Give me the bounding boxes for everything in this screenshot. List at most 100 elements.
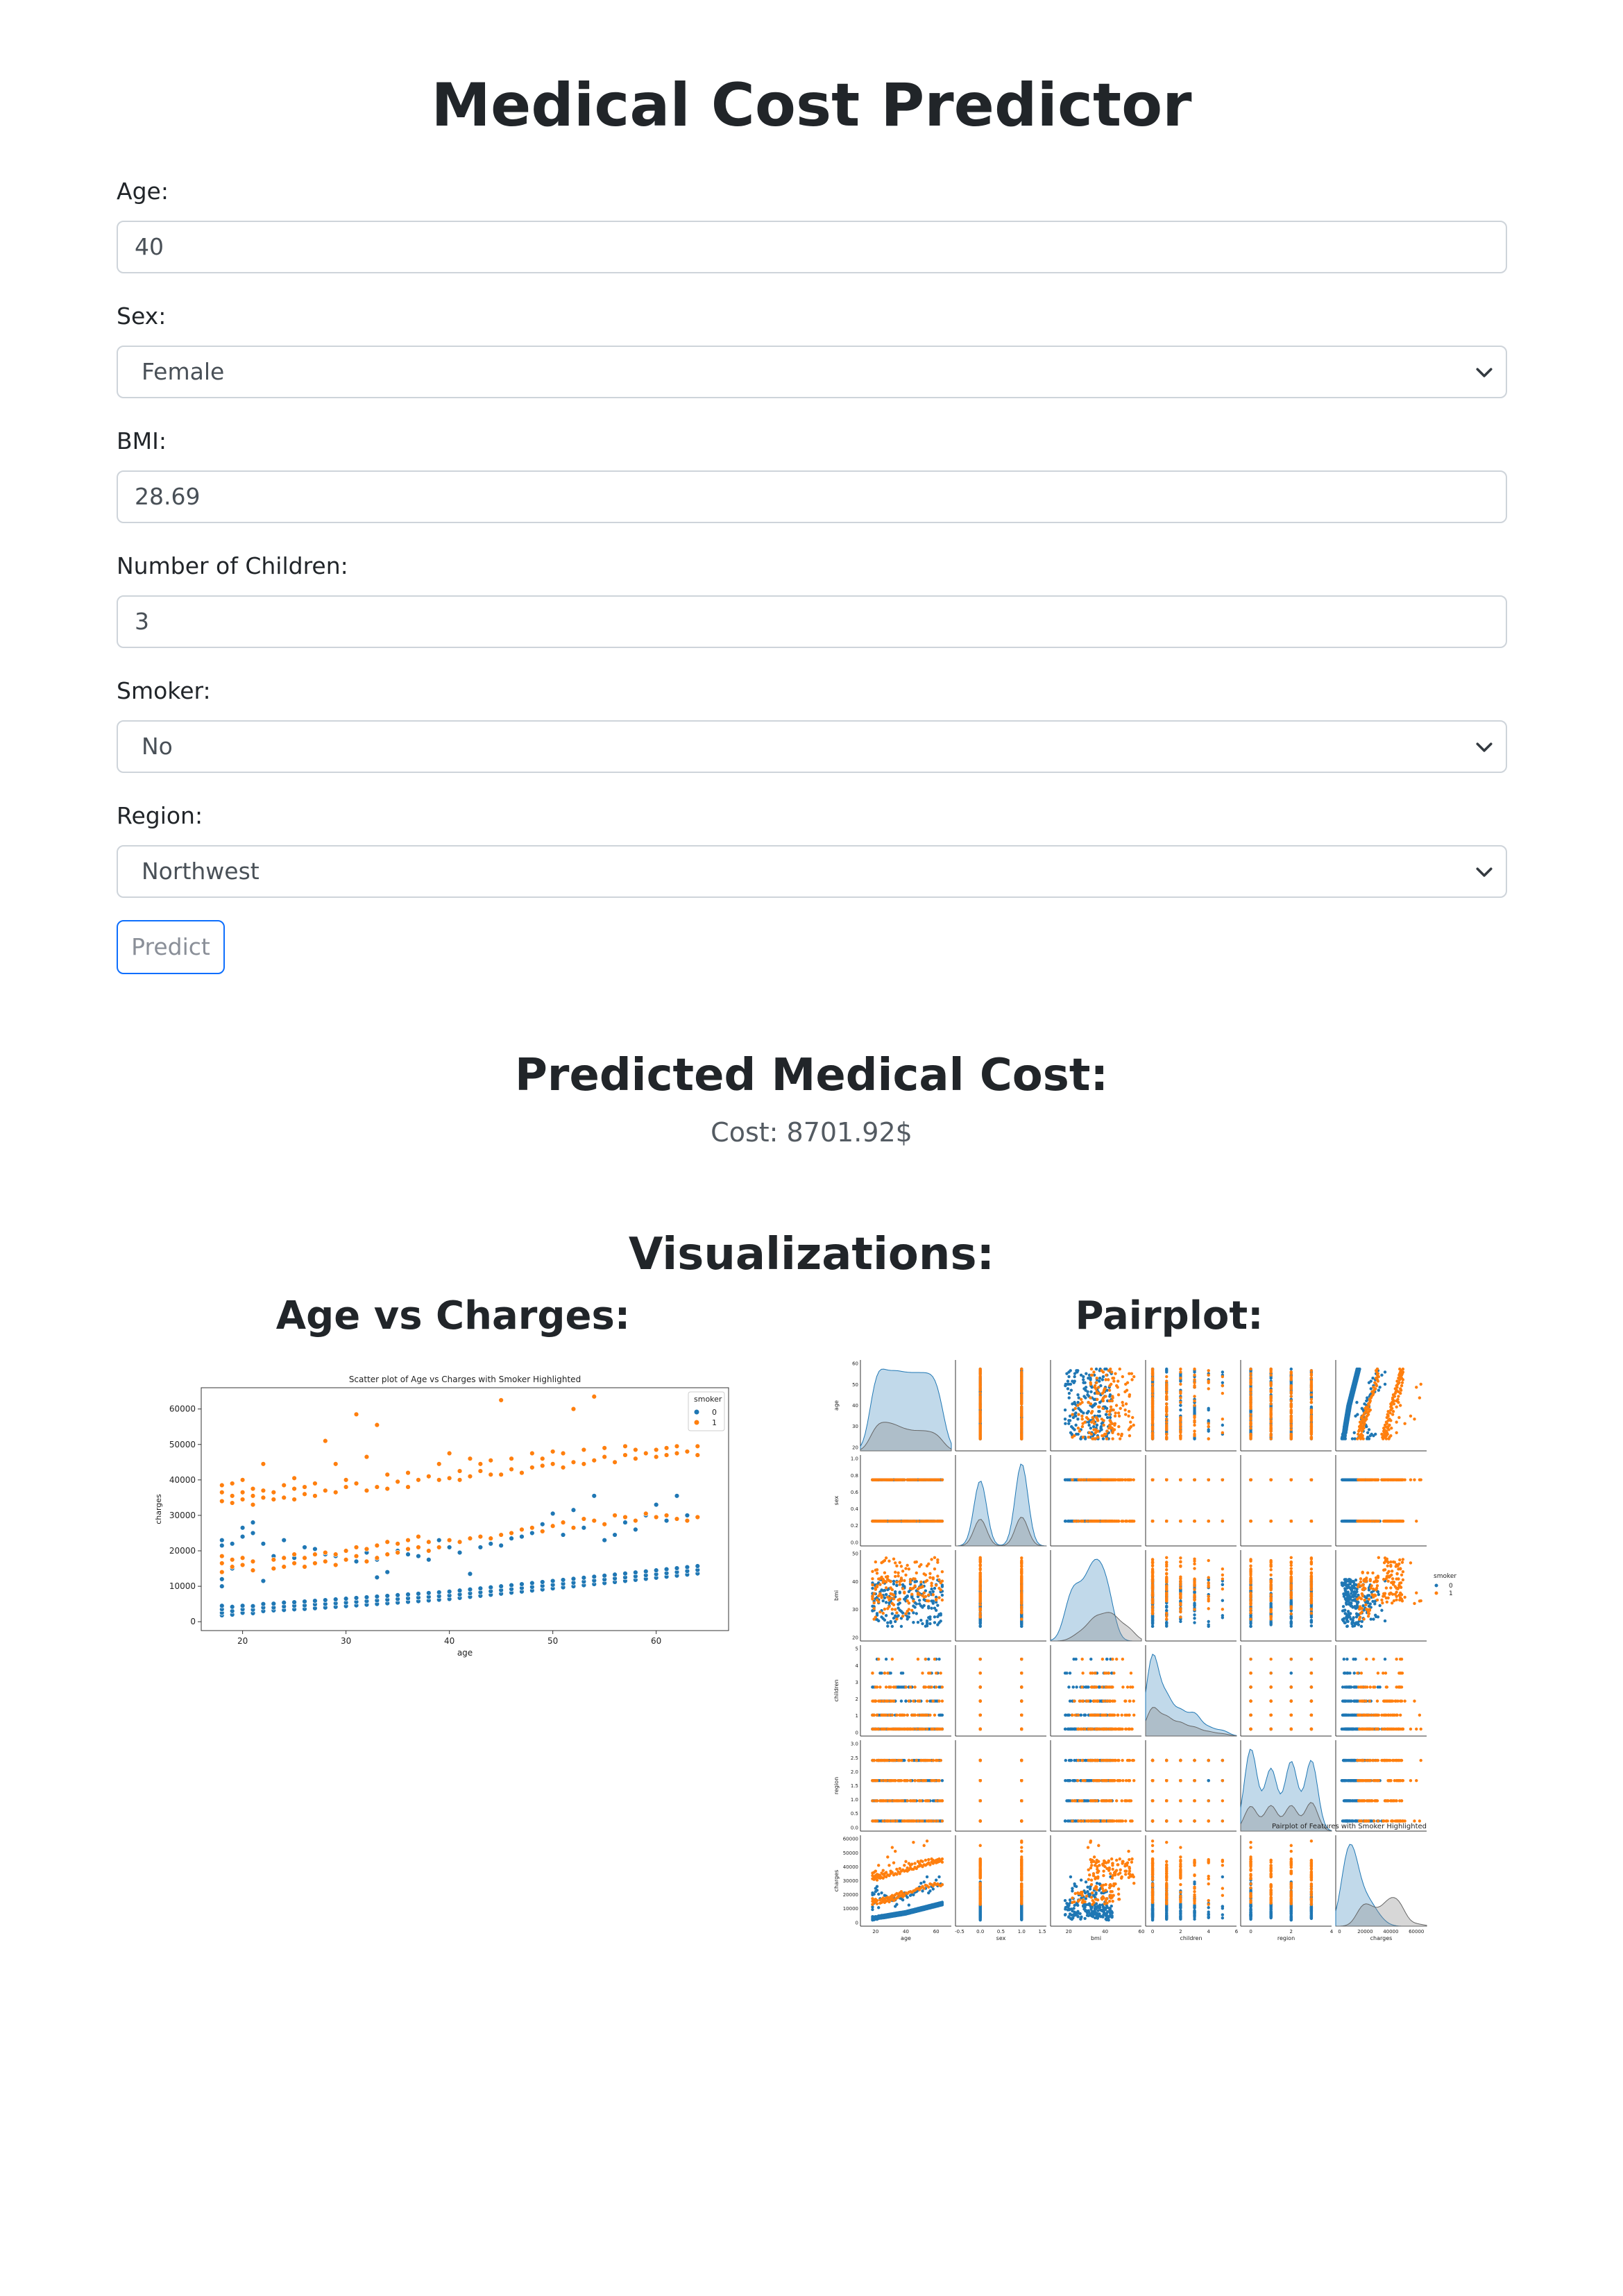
pair-point-smoker-0	[1064, 1422, 1067, 1425]
scatter-point-smoker-0	[560, 1532, 566, 1538]
pair-point-smoker-1	[1020, 1586, 1023, 1590]
scatter-point-smoker-0	[581, 1525, 587, 1531]
pair-point-smoker-1	[874, 1615, 878, 1619]
pair-point-smoker-0	[1082, 1375, 1085, 1379]
sex-select[interactable]: Female	[117, 346, 1507, 398]
pair-y-tick-label: 0.8	[851, 1473, 858, 1479]
pair-point-smoker-1	[1089, 1396, 1092, 1400]
pair-point-smoker-1	[1193, 1478, 1196, 1481]
scatter-point-smoker-1	[343, 1557, 349, 1563]
pair-point-smoker-0	[1074, 1423, 1078, 1427]
pair-point-smoker-1	[1132, 1423, 1135, 1427]
pair-point-smoker-1	[1020, 1405, 1023, 1409]
pair-point-smoker-0	[916, 1620, 920, 1624]
scatter-point-smoker-1	[519, 1470, 525, 1476]
pair-point-smoker-1	[1118, 1478, 1121, 1481]
pair-point-smoker-1	[1073, 1434, 1076, 1438]
scatter-point-smoker-1	[239, 1490, 246, 1495]
pair-point-smoker-1	[898, 1597, 901, 1601]
scatter-point-smoker-0	[488, 1541, 493, 1547]
scatter-point-smoker-0	[529, 1530, 535, 1536]
pair-point-smoker-0	[1067, 1478, 1071, 1481]
chart-title: Scatter plot of Age vs Charges with Smok…	[349, 1375, 581, 1384]
pair-point-smoker-1	[1193, 1419, 1196, 1422]
scatter-point-smoker-1	[570, 1459, 577, 1465]
scatter-point-smoker-1	[364, 1546, 370, 1552]
pair-point-smoker-0	[898, 1601, 901, 1605]
scatter-point-smoker-0	[540, 1522, 545, 1527]
pair-point-smoker-0	[1070, 1425, 1073, 1429]
pair-point-smoker-0	[1092, 1373, 1096, 1377]
scatter-point-smoker-1	[560, 1520, 566, 1525]
pair-point-smoker-1	[1150, 1386, 1155, 1389]
pair-point-smoker-1	[1078, 1429, 1082, 1433]
pair-y-tick-label: 1.0	[851, 1456, 858, 1462]
scatter-point-smoker-1	[323, 1549, 328, 1556]
x-tick-label: 20	[237, 1636, 248, 1646]
children-input[interactable]: 3	[117, 595, 1507, 648]
scatter-point-smoker-0	[446, 1589, 452, 1595]
pair-point-smoker-1	[917, 1593, 921, 1597]
pair-point-smoker-0	[881, 1599, 885, 1603]
pair-point-smoker-0	[919, 1618, 923, 1622]
scatter-point-smoker-1	[374, 1555, 380, 1561]
pair-point-smoker-0	[1071, 1379, 1074, 1383]
scatter-point-smoker-1	[477, 1468, 484, 1474]
pair-point-smoker-1	[1102, 1423, 1105, 1427]
pair-point-smoker-1	[1221, 1431, 1225, 1434]
sex-label: Sex:	[117, 303, 167, 330]
pair-point-smoker-1	[1179, 1367, 1182, 1371]
pair-point-smoker-1	[1114, 1372, 1117, 1375]
pair-point-smoker-0	[1221, 1370, 1225, 1374]
pair-point-smoker-1	[1221, 1577, 1225, 1581]
legend-title: smoker	[694, 1395, 722, 1404]
scatter-point-smoker-1	[633, 1456, 638, 1461]
pair-point-smoker-1	[1095, 1381, 1098, 1384]
pair-point-smoker-1	[892, 1593, 896, 1597]
scatter-point-smoker-1	[498, 1472, 504, 1477]
pair-point-smoker-1	[897, 1571, 900, 1575]
x-tick-label: 60	[651, 1636, 661, 1646]
pair-point-smoker-1	[1117, 1414, 1121, 1418]
scatter-point-smoker-1	[384, 1539, 390, 1545]
pair-y-tick-label: 40	[852, 1403, 858, 1409]
pair-point-smoker-0	[1207, 1428, 1210, 1431]
pair-point-smoker-0	[1074, 1411, 1078, 1415]
smoker-select[interactable]: No	[117, 720, 1507, 773]
pairplot-cell-sex-age	[860, 1455, 951, 1547]
pair-point-smoker-1	[1090, 1410, 1094, 1413]
pair-point-smoker-1	[1101, 1478, 1105, 1481]
pair-point-smoker-1	[913, 1520, 917, 1523]
scatter-point-smoker-1	[622, 1443, 628, 1449]
pair-point-smoker-1	[1289, 1432, 1293, 1436]
pair-point-smoker-1	[1269, 1367, 1273, 1371]
scatter-point-smoker-1	[695, 1452, 700, 1458]
scatter-point-smoker-0	[239, 1533, 246, 1540]
scatter-point-smoker-0	[260, 1601, 266, 1607]
pair-point-smoker-1	[1109, 1405, 1113, 1409]
scatter-point-smoker-1	[239, 1562, 246, 1568]
pair-point-smoker-1	[886, 1574, 890, 1579]
scatter-point-smoker-1	[519, 1527, 525, 1533]
pair-point-smoker-1	[1020, 1605, 1023, 1608]
pair-point-smoker-1	[1289, 1408, 1293, 1412]
age-input[interactable]: 40	[117, 221, 1507, 273]
x-tick-label: 40	[444, 1636, 454, 1646]
pair-point-smoker-1	[907, 1567, 911, 1571]
pair-point-smoker-1	[889, 1596, 892, 1600]
pair-point-smoker-1	[1269, 1402, 1273, 1406]
scatter-point-smoker-1	[560, 1465, 566, 1470]
pair-point-smoker-0	[978, 1619, 982, 1623]
pair-point-smoker-1	[1124, 1520, 1128, 1523]
bmi-input[interactable]: 28.69	[117, 470, 1507, 523]
pair-point-smoker-1	[1413, 1478, 1416, 1481]
scatter-point-smoker-1	[581, 1447, 587, 1453]
region-select[interactable]: Northwest	[117, 845, 1507, 898]
pair-point-smoker-0	[1221, 1599, 1225, 1602]
pair-point-smoker-1	[1097, 1520, 1101, 1523]
scatter-point-smoker-1	[416, 1545, 421, 1550]
pair-point-smoker-1	[922, 1591, 926, 1595]
predict-button[interactable]: Predict	[117, 920, 225, 974]
scatter-point-smoker-0	[684, 1564, 690, 1570]
pair-point-smoker-0	[1355, 1400, 1359, 1404]
